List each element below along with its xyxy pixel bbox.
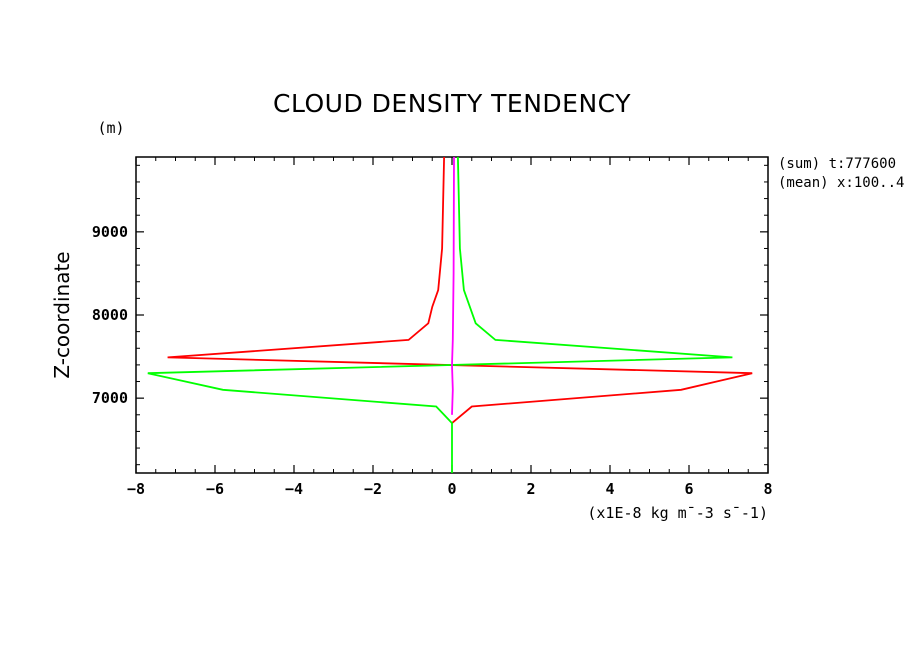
x-tick-label: 8	[763, 480, 772, 498]
annotation-mean: (mean) x:100..4	[778, 175, 904, 191]
x-tick-label: −4	[285, 480, 303, 498]
x-tick-label: 0	[447, 480, 456, 498]
x-tick-label: 4	[605, 480, 614, 498]
y-tick-label: 7000	[92, 389, 128, 407]
x-axis-title: (x1E-8 kg m¯-3 s¯-1)	[587, 504, 768, 522]
x-tick-label: −6	[206, 480, 224, 498]
series-line-2	[147, 156, 733, 473]
series-layer	[147, 156, 753, 473]
series-line-3	[451, 156, 455, 415]
annotation-sum: (sum) t:777600	[778, 156, 896, 172]
x-tick-label: −2	[364, 480, 382, 498]
chart-title: CLOUD DENSITY TENDENCY	[273, 89, 631, 118]
x-tick-label: 6	[684, 480, 693, 498]
series-line-1	[167, 156, 753, 424]
y-axis-title: Z-coordinate	[50, 251, 74, 378]
y-tick-label: 9000	[92, 223, 128, 241]
x-tick-label: −8	[127, 480, 145, 498]
x-tick-label: 2	[526, 480, 535, 498]
y-unit-label: (m)	[97, 119, 124, 137]
y-tick-label: 8000	[92, 306, 128, 324]
ticks-layer: −8 −6 −4 −2 0 2 4 6 8 7000 8000 9000	[92, 157, 773, 498]
